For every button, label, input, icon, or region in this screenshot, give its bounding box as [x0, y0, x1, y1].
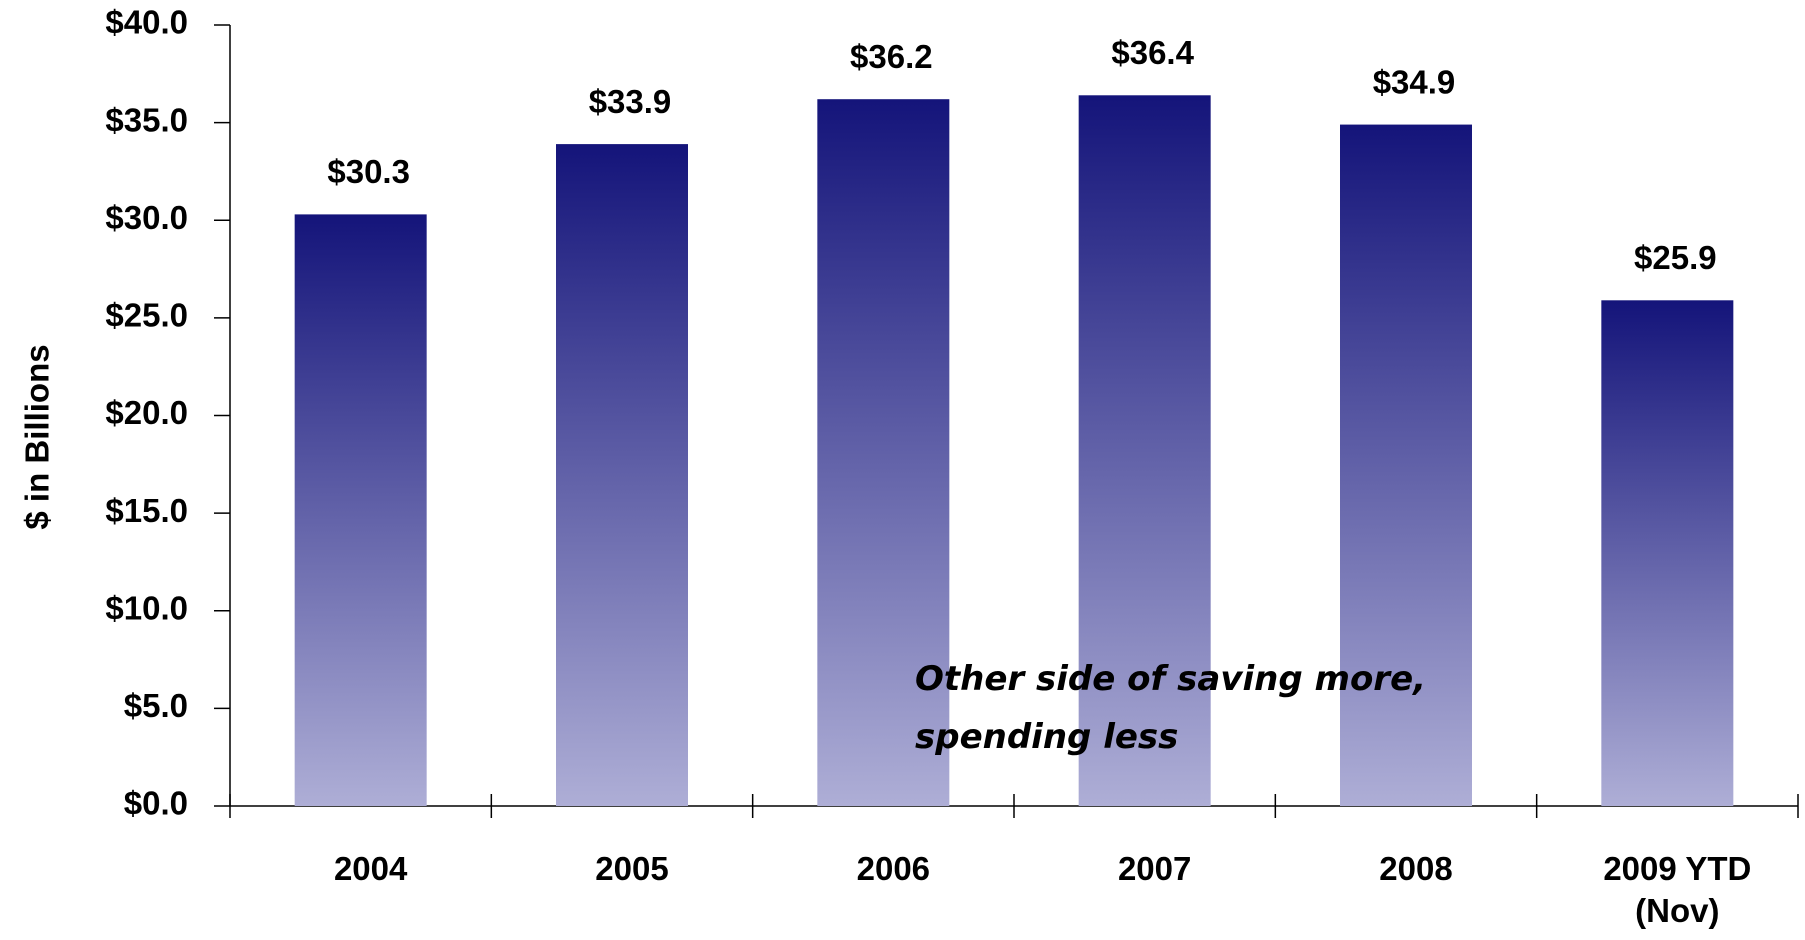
bar	[294, 214, 427, 806]
y-tick-label: $30.0	[105, 199, 188, 236]
y-tick-label: $5.0	[124, 687, 188, 724]
annotation-line: spending less	[915, 717, 1178, 757]
x-tick-label: 2005	[595, 850, 669, 887]
value-label: $33.9	[589, 83, 672, 120]
y-tick-label: $10.0	[105, 589, 188, 626]
value-label: $36.2	[850, 38, 933, 75]
y-tick-label: $20.0	[105, 394, 188, 431]
bar	[1340, 124, 1472, 806]
bar	[1078, 95, 1211, 807]
y-tick-label: $25.0	[105, 297, 188, 334]
x-tick-label: 2006	[856, 850, 931, 887]
value-label: $30.3	[327, 153, 410, 190]
value-label: $36.4	[1111, 34, 1194, 71]
x-tick-label: 2009 YTD (Nov)	[1603, 850, 1752, 929]
y-tick-label: $0.0	[124, 785, 188, 822]
annotation-line: Other side of saving more,	[915, 659, 1426, 699]
x-tick-label: 2007	[1117, 850, 1192, 887]
y-tick-label: $15.0	[105, 492, 188, 529]
y-tick-label: $35.0	[105, 101, 188, 138]
y-axis-label: $ in Billions	[19, 344, 56, 529]
annotation: Other side of saving more, spending less	[915, 659, 1426, 757]
value-label: $25.9	[1634, 239, 1717, 276]
x-tick-label: 2004	[333, 850, 408, 887]
value-label: $34.9	[1373, 63, 1456, 100]
y-tick-label: $40.0	[105, 4, 188, 41]
bar	[556, 144, 688, 807]
bar	[817, 99, 950, 806]
x-tick-label: 2008	[1379, 850, 1453, 887]
bar	[1601, 300, 1734, 806]
